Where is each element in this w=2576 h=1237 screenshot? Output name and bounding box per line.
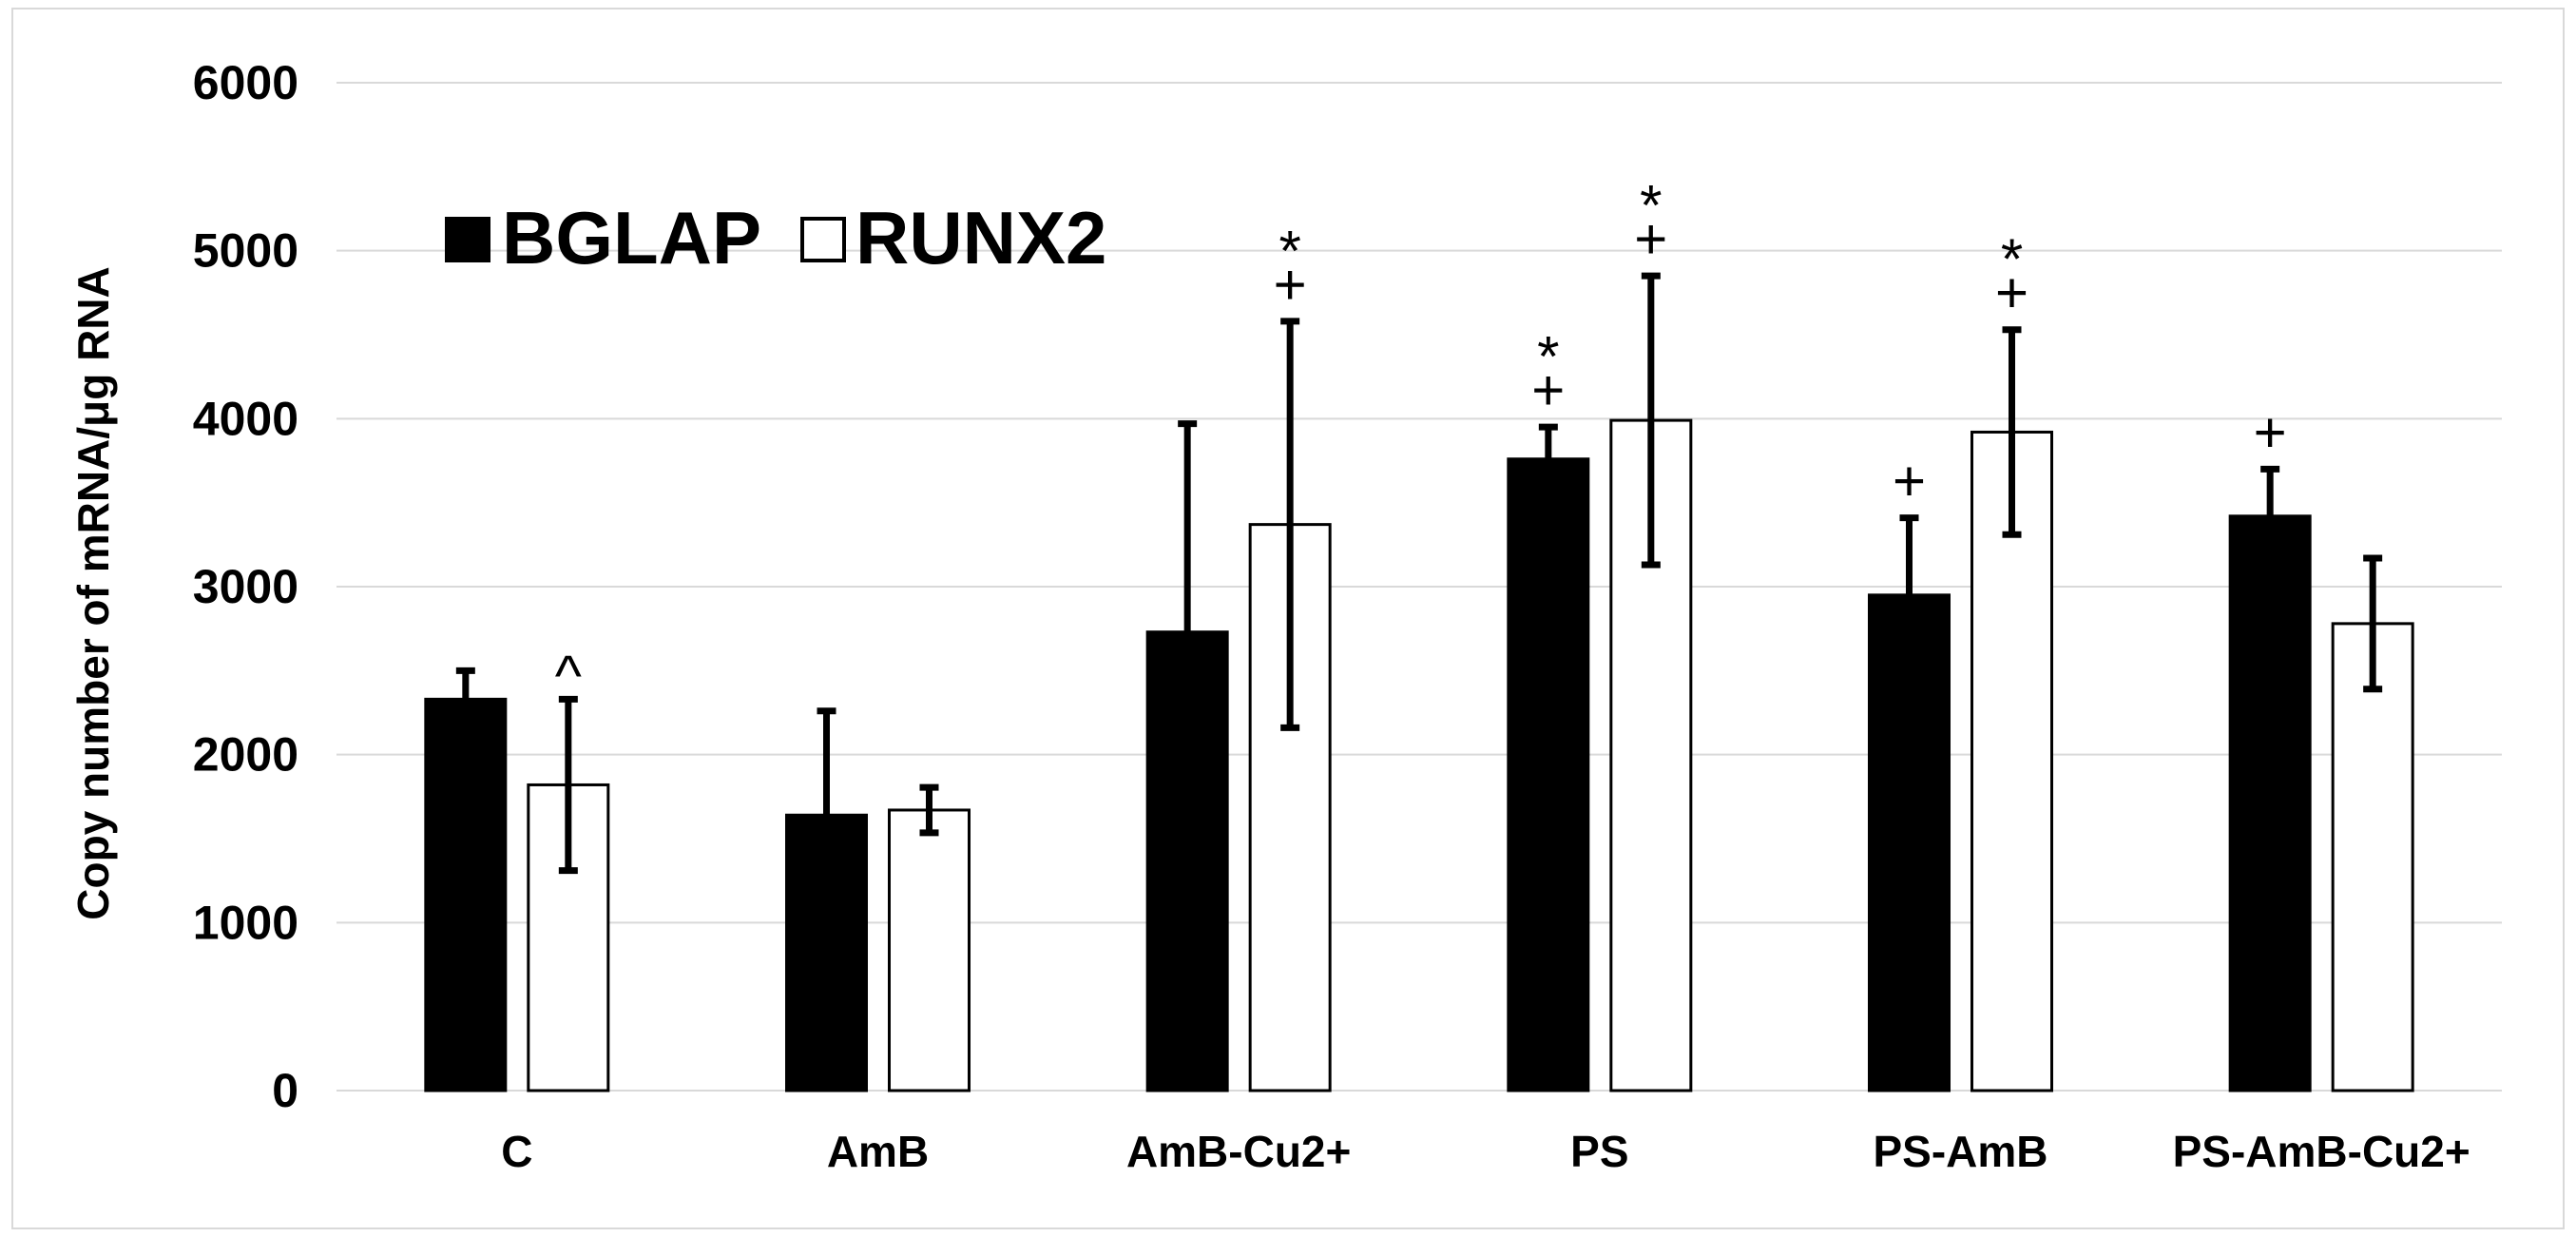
- y-tick-label-4000: 4000: [193, 392, 298, 445]
- marker-plus-runx2-ps: +: [1634, 207, 1667, 271]
- marker-asterisk-runx2-ps: *: [1640, 174, 1662, 238]
- y-axis-label: Copy number of mRNA/μg RNA: [68, 266, 118, 919]
- marker-plus-bglap-ps-amb-cu2: +: [2254, 400, 2287, 464]
- x-tick-label-amb: AmB: [827, 1127, 929, 1176]
- bar-runx2-ps-amb-cu2: [2331, 622, 2414, 1092]
- bar-runx2-ps-amb: [1970, 430, 2053, 1092]
- bar-bglap-ps-amb-cu2: [2228, 514, 2312, 1092]
- y-tick-label-6000: 6000: [193, 56, 298, 109]
- x-tick-label-amb-cu2: AmB-Cu2+: [1126, 1127, 1351, 1176]
- y-axis-ticks: 0 1000 2000 3000 4000 5000 6000: [193, 56, 298, 1117]
- y-tick-label-3000: 3000: [193, 560, 298, 613]
- legend-swatch-runx2: [800, 217, 846, 262]
- marker-caret-runx2-c: ^: [555, 644, 582, 707]
- marker-plus-runx2-amb-cu2: +: [1274, 253, 1307, 317]
- bar-bglap-ps: [1507, 457, 1590, 1092]
- bar-bglap-ps-amb: [1868, 593, 1951, 1092]
- y-tick-label-1000: 1000: [193, 896, 298, 949]
- y-tick-label-5000: 5000: [193, 224, 298, 278]
- y-tick-label-2000: 2000: [193, 728, 298, 782]
- marker-asterisk-runx2-amb-cu2: *: [1278, 219, 1300, 282]
- error-bars: [455, 272, 2383, 923]
- gridlines: [336, 82, 2502, 1092]
- bar-runx2-ps: [1609, 418, 1693, 1092]
- marker-asterisk-bglap-ps: *: [1537, 325, 1559, 389]
- marker-plus-bglap-ps: +: [1531, 358, 1565, 422]
- legend-label-bglap: BGLAP: [502, 196, 761, 280]
- y-tick-label-0: 0: [272, 1064, 298, 1117]
- marker-plus-runx2-ps-amb: +: [1995, 261, 2028, 325]
- legend-swatch-bglap: [445, 217, 490, 262]
- significance-markers: ^+*+*+*++*+: [555, 174, 2287, 708]
- x-axis-labels: C AmB AmB-Cu2+ PS PS-AmB PS-AmB-Cu2+: [501, 1127, 2470, 1176]
- marker-plus-bglap-ps-amb: +: [1893, 450, 1926, 513]
- legend: BGLAP RUNX2: [445, 196, 1106, 280]
- x-tick-label-ps-amb-cu2: PS-AmB-Cu2+: [2173, 1127, 2470, 1176]
- bar-runx2-amb: [888, 808, 971, 1092]
- legend-label-runx2: RUNX2: [855, 196, 1106, 280]
- x-tick-label-c: C: [501, 1127, 532, 1176]
- x-tick-label-ps-amb: PS-AmB: [1873, 1127, 2047, 1176]
- x-tick-label-ps: PS: [1570, 1127, 1628, 1176]
- bar-bglap-c: [424, 697, 508, 1092]
- marker-asterisk-runx2-ps-amb: *: [2001, 227, 2023, 291]
